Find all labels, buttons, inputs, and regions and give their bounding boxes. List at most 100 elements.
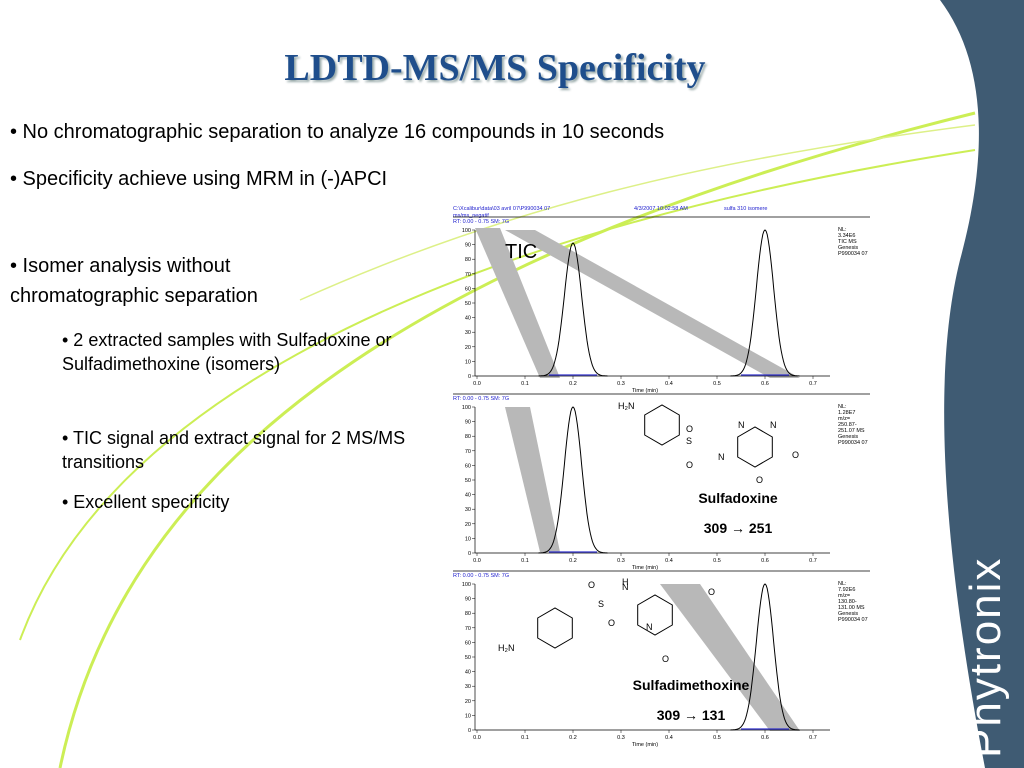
atom: O — [792, 450, 799, 460]
y-tick-label: 20 — [465, 345, 471, 351]
y-tick-label: 80 — [465, 257, 471, 263]
x-tick-label: 0.1 — [521, 735, 529, 741]
info: 3.34E6 — [838, 233, 855, 239]
ring — [737, 426, 773, 468]
info: Genesis — [838, 245, 858, 251]
compound-name: Sulfadimethoxine — [633, 677, 750, 693]
atom: O — [608, 618, 615, 628]
x-tick-label: 0.2 — [569, 381, 577, 387]
header-date: 4/3/2007 10:02:58 AM — [634, 206, 688, 212]
x-tick-label: 0.3 — [617, 735, 625, 741]
x-tick-label: 0.0 — [473, 735, 481, 741]
x-tick-label: 0.7 — [809, 558, 817, 564]
y-tick-label: 20 — [465, 522, 471, 528]
atom: H₂N — [618, 401, 635, 411]
y-tick-label: 60 — [465, 640, 471, 646]
bullet: • No chromatographic separation to analy… — [10, 121, 665, 143]
info: 250.87- — [838, 422, 857, 428]
info: 1.28E7 — [838, 410, 855, 416]
header-scan: ms/ms_negatif — [453, 213, 489, 219]
x-tick-label: 0.7 — [809, 381, 817, 387]
y-tick-label: 0 — [468, 728, 471, 734]
x-tick-label: 0.0 — [473, 558, 481, 564]
y-tick-label: 100 — [462, 405, 471, 411]
highlight-band — [475, 228, 560, 378]
x-tick-label: 0.2 — [569, 558, 577, 564]
side-band — [940, 0, 1024, 768]
title: LDTD-MS/MS Specificity — [284, 47, 706, 89]
transition: 309 → 131 — [657, 707, 726, 723]
atom: N — [770, 420, 777, 430]
x-tick-label: 0.5 — [713, 381, 721, 387]
peak — [730, 583, 800, 731]
info: NL: — [838, 581, 847, 587]
y-tick-label: 80 — [465, 611, 471, 617]
y-tick-label: 70 — [465, 449, 471, 455]
info: NL: — [838, 227, 847, 233]
x-tick-label: 0.3 — [617, 558, 625, 564]
x-axis-label: Time (min) — [632, 388, 658, 394]
curve — [299, 124, 976, 301]
y-tick-label: 50 — [465, 301, 471, 307]
x-tick-label: 0.3 — [617, 381, 625, 387]
x-tick-label: 0.7 — [809, 735, 817, 741]
highlight-band — [505, 407, 560, 552]
logo: Phytronix — [961, 557, 1010, 758]
x-tick-label: 0.6 — [761, 381, 769, 387]
x-tick-label: 0.6 — [761, 735, 769, 741]
atom: O — [686, 460, 693, 470]
curve — [58, 111, 976, 768]
atom: O — [708, 587, 715, 597]
y-tick-label: 100 — [462, 582, 471, 588]
info: P990034 07 — [838, 617, 868, 623]
atom: S — [686, 436, 692, 446]
bullet: • Isomer analysis without chromatographi… — [10, 255, 258, 307]
atom: N — [646, 622, 653, 632]
info: m/z= — [838, 593, 850, 599]
x-tick-label: 0.1 — [521, 558, 529, 564]
x-tick-label: 0.1 — [521, 381, 529, 387]
atom: O — [686, 424, 693, 434]
info: NL: — [838, 404, 847, 410]
y-tick-label: 30 — [465, 330, 471, 336]
y-tick-label: 90 — [465, 243, 471, 249]
y-tick-label: 0 — [468, 551, 471, 557]
y-tick-label: 40 — [465, 670, 471, 676]
transition: 309 → 251 — [704, 520, 773, 536]
x-tick-label: 0.4 — [665, 735, 673, 741]
y-tick-label: 60 — [465, 286, 471, 292]
ring — [537, 607, 573, 649]
y-tick-label: 20 — [465, 699, 471, 705]
x-tick-label: 0.0 — [473, 381, 481, 387]
info: P990034 07 — [838, 251, 868, 257]
info: Genesis — [838, 611, 858, 617]
atom: H₂N — [498, 643, 515, 653]
ring — [637, 594, 673, 636]
peak — [730, 229, 800, 377]
x-axis-label: Time (min) — [632, 742, 658, 748]
info: Genesis — [838, 434, 858, 440]
atom: N — [622, 582, 629, 592]
y-tick-label: 60 — [465, 463, 471, 469]
info: 251.07 MS — [838, 428, 865, 434]
header-file: C:\Xcalibur\data\03 avril 07\P990034 07 — [453, 206, 550, 212]
sub-bullet: • 2 extracted samples with Sulfadoxine o… — [62, 330, 392, 374]
y-tick-label: 0 — [468, 374, 471, 380]
atom: O — [756, 475, 763, 485]
sub-bullet: • Excellent specificity — [62, 492, 230, 512]
compound-name: Sulfadoxine — [698, 490, 778, 506]
ring — [644, 404, 680, 446]
y-tick-label: 90 — [465, 597, 471, 603]
info: 131.00 MS — [838, 605, 865, 611]
x-tick-label: 0.5 — [713, 558, 721, 564]
y-tick-label: 10 — [465, 536, 471, 542]
peak — [538, 406, 608, 554]
x-tick-label: 0.5 — [713, 735, 721, 741]
x-tick-label: 0.6 — [761, 558, 769, 564]
panel-label: TIC — [505, 241, 537, 263]
info: m/z= — [838, 416, 850, 422]
atom: O — [588, 580, 595, 590]
